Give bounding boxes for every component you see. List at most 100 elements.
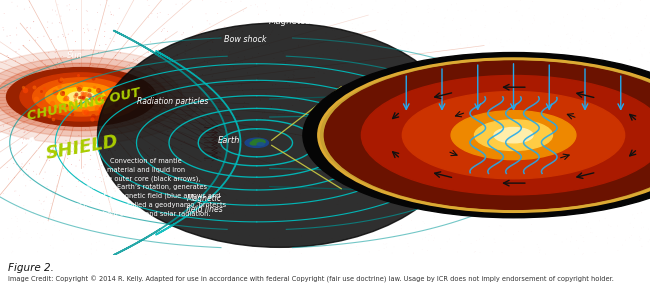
Point	[291, 97, 302, 102]
Point	[10, 214, 21, 219]
Point	[384, 177, 395, 182]
Point	[78, 26, 88, 31]
Point	[558, 205, 568, 210]
Point	[447, 154, 457, 159]
Point	[79, 92, 89, 97]
Point	[58, 96, 69, 101]
Point	[417, 95, 428, 100]
Point	[406, 148, 416, 153]
Point	[407, 38, 417, 43]
Point	[144, 232, 154, 237]
Point	[321, 31, 332, 35]
Point	[446, 221, 456, 226]
Point	[636, 145, 647, 150]
Point	[486, 105, 497, 109]
Point	[352, 201, 363, 206]
Point	[486, 87, 496, 92]
Point	[374, 217, 385, 222]
Point	[447, 175, 458, 180]
Text: Magnetosheath: Magnetosheath	[268, 17, 336, 26]
Point	[548, 158, 558, 163]
Point	[373, 10, 384, 15]
Point	[608, 168, 619, 173]
Point	[578, 235, 588, 240]
Point	[107, 246, 117, 251]
Point	[488, 81, 498, 86]
Point	[289, 202, 299, 207]
Circle shape	[68, 92, 95, 102]
Point	[235, 223, 246, 228]
Point	[177, 2, 188, 6]
Point	[75, 77, 86, 82]
Point	[356, 126, 366, 131]
Point	[609, 31, 619, 35]
Point	[497, 44, 507, 49]
Point	[426, 191, 436, 196]
Point	[621, 202, 631, 207]
Point	[107, 72, 118, 76]
Point	[93, 142, 103, 147]
Point	[236, 83, 246, 88]
Point	[328, 86, 339, 91]
Point	[357, 2, 367, 7]
Point	[154, 92, 164, 97]
Point	[560, 98, 570, 103]
Point	[155, 158, 166, 163]
Point	[623, 72, 634, 77]
Point	[142, 121, 152, 125]
Point	[476, 161, 487, 166]
Point	[142, 0, 153, 3]
Point	[296, 251, 307, 256]
Point	[181, 126, 192, 131]
Point	[445, 59, 455, 64]
Point	[360, 58, 370, 63]
Point	[81, 104, 92, 109]
Circle shape	[20, 73, 142, 121]
Point	[1, 59, 11, 64]
Point	[284, 83, 294, 88]
Point	[281, 24, 291, 28]
Point	[175, 243, 185, 248]
Point	[439, 16, 450, 21]
Point	[577, 18, 588, 23]
Point	[355, 125, 365, 130]
Point	[220, 77, 231, 82]
Point	[517, 217, 527, 221]
Point	[46, 37, 57, 42]
Point	[203, 205, 214, 210]
Point	[237, 29, 248, 34]
Point	[135, 218, 145, 222]
Point	[393, 200, 403, 205]
Point	[560, 109, 571, 114]
Point	[382, 136, 392, 141]
Point	[311, 53, 322, 58]
Point	[92, 88, 103, 93]
Point	[202, 18, 213, 23]
Point	[78, 95, 88, 100]
Point	[181, 162, 192, 167]
Point	[177, 32, 187, 37]
Point	[193, 48, 203, 53]
Point	[217, 48, 228, 52]
Point	[260, 2, 270, 6]
Point	[612, 2, 623, 7]
Point	[405, 86, 415, 91]
Point	[467, 9, 477, 14]
Point	[53, 107, 64, 112]
Point	[103, 72, 113, 77]
Point	[411, 210, 422, 215]
Point	[190, 69, 201, 74]
Point	[126, 250, 136, 255]
Point	[423, 3, 434, 8]
Point	[499, 45, 509, 49]
Point	[0, 89, 10, 94]
Point	[124, 198, 135, 203]
Point	[443, 38, 453, 43]
Point	[54, 63, 64, 68]
Point	[548, 210, 558, 215]
Point	[580, 128, 590, 133]
Point	[296, 18, 306, 23]
Point	[273, 131, 283, 136]
Point	[230, 58, 240, 63]
Point	[634, 238, 645, 243]
